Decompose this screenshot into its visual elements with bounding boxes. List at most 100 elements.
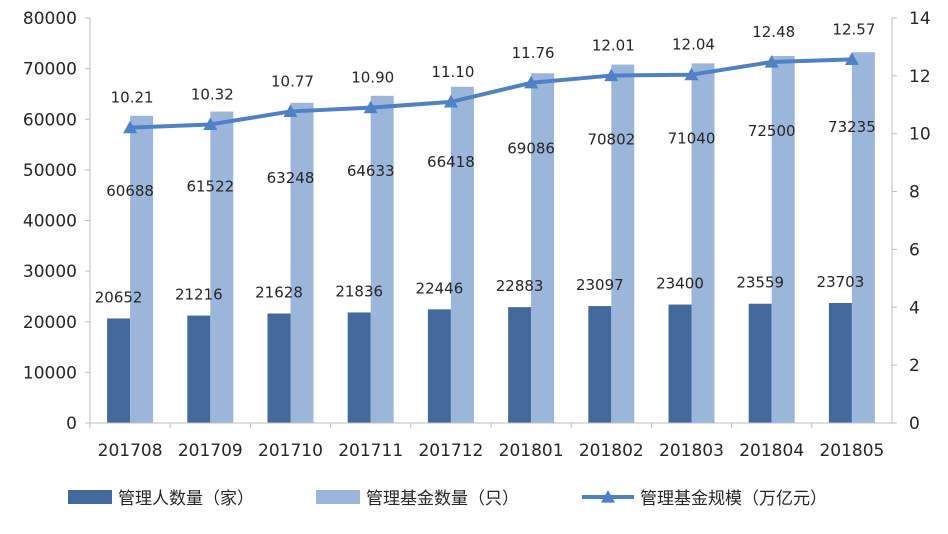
bar-funds [370, 95, 394, 423]
bar-managers [668, 304, 692, 423]
bar-funds [771, 55, 795, 423]
y2-tick-label: 14 [909, 9, 931, 29]
series-managers-bars [107, 303, 852, 423]
bar-managers [508, 307, 532, 423]
bar-funds [611, 64, 635, 423]
label-funds: 70802 [587, 131, 635, 149]
label-scale: 10.32 [191, 85, 234, 103]
y2-tick-label: 10 [909, 125, 931, 145]
label-scale: 10.77 [271, 72, 314, 90]
scale-marker [684, 67, 699, 81]
scale-marker [363, 100, 378, 114]
legend-swatch [316, 490, 360, 504]
bar-managers [748, 303, 772, 423]
label-funds: 73235 [828, 118, 876, 136]
y2-tick-label: 6 [909, 240, 920, 260]
y-tick-label: 50000 [23, 161, 77, 181]
legend-swatch [68, 490, 112, 504]
label-scale: 12.57 [832, 20, 875, 38]
label-funds: 69086 [507, 139, 555, 157]
y-tick-label: 20000 [23, 313, 77, 333]
bar-managers [588, 306, 612, 423]
x-tick-label: 201802 [579, 441, 644, 461]
bar-funds [290, 102, 314, 423]
legend-label: 管理基金数量（只） [366, 489, 519, 509]
label-managers: 23559 [736, 274, 784, 292]
scale-line-path [130, 57, 852, 130]
scale-marker [123, 120, 138, 134]
label-funds: 63248 [267, 169, 315, 187]
label-scale: 12.04 [672, 36, 715, 54]
scale-marker [443, 94, 458, 108]
scale-marker [604, 68, 619, 82]
label-managers: 23400 [656, 275, 704, 293]
x-tick-label: 201803 [659, 441, 724, 461]
bar-managers [267, 313, 291, 423]
bar-managers [828, 303, 852, 423]
label-scale: 10.90 [351, 69, 394, 87]
scale-marker [844, 52, 859, 65]
label-funds: 66418 [427, 153, 475, 171]
label-funds: 60688 [106, 182, 154, 200]
y-tick-label: 70000 [23, 60, 77, 80]
label-funds: 72500 [748, 122, 796, 140]
bar-funds [210, 111, 234, 424]
y-axis-left: 0 10000 20000 30000 40000 50000 60000 70000 8000… [23, 9, 91, 434]
y-tick-label: 30000 [23, 262, 77, 282]
data-labels: 20652 60688 10.21 21216 61522 10.32 21628 63248… [95, 20, 876, 306]
bar-funds [851, 52, 875, 424]
x-tick-label: 201710 [258, 441, 323, 461]
label-managers: 22883 [496, 277, 544, 295]
bar-managers [187, 315, 211, 423]
legend-marker [601, 490, 615, 503]
legend-label: 管理人数量（家） [118, 489, 254, 509]
y2-tick-label: 4 [909, 298, 920, 318]
label-scale: 12.01 [592, 37, 635, 55]
scale-marker [283, 104, 298, 118]
legend: 管理人数量（家） 管理基金数量（只） 管理基金规模（万亿元） [68, 489, 827, 509]
label-managers: 21216 [175, 286, 223, 304]
scale-marker [764, 54, 779, 68]
label-funds: 61522 [186, 178, 234, 196]
series-scale-line [123, 52, 859, 134]
bar-managers [347, 312, 371, 423]
label-managers: 23703 [817, 273, 865, 291]
bar-managers [107, 318, 131, 423]
scale-marker [203, 117, 218, 131]
bar-managers [427, 309, 451, 423]
label-managers: 23097 [576, 276, 624, 294]
scale-marker [524, 75, 539, 89]
x-tick-label: 201711 [338, 441, 403, 461]
label-managers: 20652 [95, 288, 143, 306]
x-tick-label: 201709 [178, 441, 243, 461]
label-managers: 22446 [416, 279, 464, 297]
legend-label: 管理基金规模（万亿元） [640, 489, 827, 509]
label-scale: 10.21 [111, 89, 154, 107]
y-tick-label: 0 [66, 414, 77, 434]
x-tick-label: 201804 [739, 441, 804, 461]
y-tick-label: 60000 [23, 110, 77, 130]
label-scale: 11.76 [512, 44, 555, 62]
y2-tick-label: 8 [909, 183, 920, 203]
label-funds: 64633 [347, 162, 395, 180]
bar-funds [450, 86, 474, 423]
x-tick-label: 201712 [418, 441, 483, 461]
bar-funds [130, 115, 154, 423]
y2-tick-label: 12 [909, 67, 931, 87]
label-funds: 71040 [668, 129, 716, 147]
x-tick-label: 201801 [499, 441, 564, 461]
y2-tick-label: 2 [909, 356, 920, 376]
y-tick-label: 80000 [23, 9, 77, 29]
label-managers: 21628 [255, 284, 303, 302]
label-scale: 12.48 [752, 23, 795, 41]
bar-funds [691, 63, 715, 424]
y-tick-label: 40000 [23, 212, 77, 232]
y-axis-right: 0 2 4 6 8 10 12 14 [891, 9, 931, 434]
y2-tick-label: 0 [909, 414, 920, 434]
x-tick-label: 201708 [98, 441, 163, 461]
bar-funds [531, 73, 555, 423]
x-axis: 201708 201709 201710 201711 201712 201801 2018… [89, 422, 892, 461]
label-scale: 11.10 [431, 63, 474, 81]
x-tick-label: 201805 [819, 441, 884, 461]
